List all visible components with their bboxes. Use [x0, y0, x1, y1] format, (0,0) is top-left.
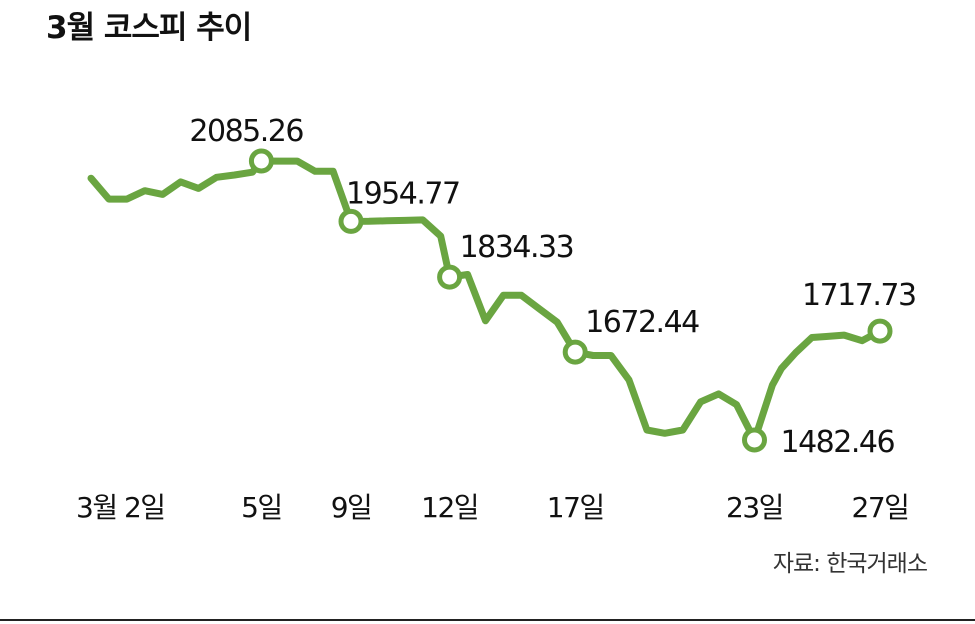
x-tick-label: 5일 — [241, 491, 282, 524]
x-tick-label: 12일 — [421, 491, 478, 524]
source-note: 자료: 한국거래소 — [772, 551, 928, 577]
highlight-marker — [338, 208, 364, 234]
highlight-marker — [248, 148, 274, 174]
value-label: 1672.44 — [585, 305, 699, 340]
x-tick-label: 17일 — [547, 491, 604, 524]
chart-title: 3월 코스피 추이 — [46, 10, 252, 46]
series-line — [87, 157, 884, 444]
highlight-marker — [562, 339, 588, 365]
x-tick-label: 9일 — [331, 491, 372, 524]
x-tick-label: 27일 — [852, 491, 909, 524]
value-label: 2085.26 — [189, 114, 303, 149]
value-label: 1482.46 — [781, 425, 895, 460]
bottom-rule — [0, 619, 975, 621]
value-label: 1717.73 — [802, 278, 916, 313]
series-layer — [87, 157, 884, 444]
value-label: 1834.33 — [460, 230, 574, 265]
highlight-marker — [867, 318, 893, 344]
value-label: 1954.77 — [346, 176, 460, 211]
x-tick-label: 3월 2일 — [76, 491, 165, 524]
highlight-marker — [742, 427, 767, 453]
x-axis-ticks: 3월 2일 5일 9일 12일 17일 23일 27일 — [76, 491, 910, 524]
highlight-marker — [437, 264, 463, 290]
x-tick-label: 23일 — [726, 491, 783, 524]
